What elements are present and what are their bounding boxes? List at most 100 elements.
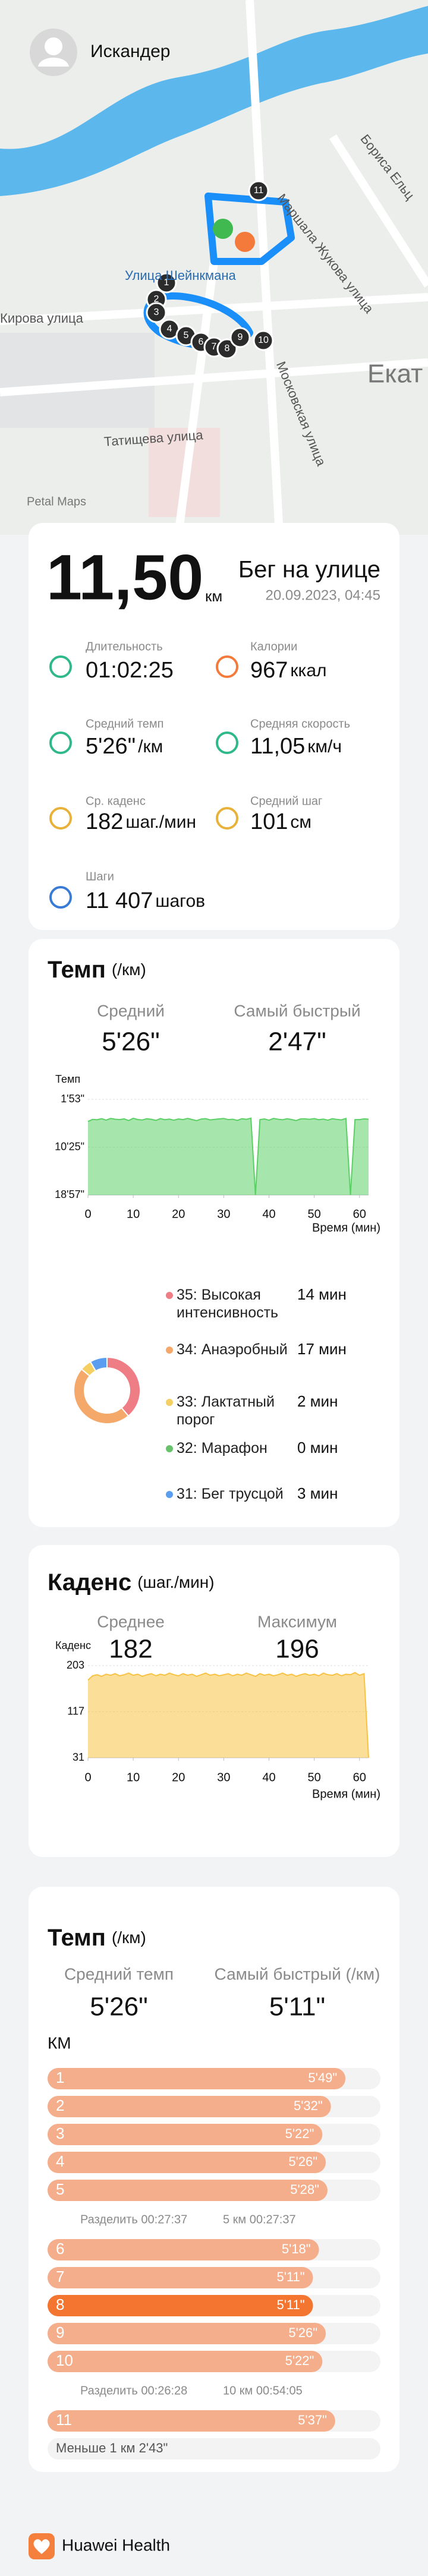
legend-dot	[166, 1399, 173, 1406]
category-label: 2	[56, 2096, 64, 2114]
legend-dot	[166, 1445, 173, 1452]
stat-unit: /км	[138, 737, 163, 756]
avatar-icon	[38, 58, 69, 67]
summary-label: Средний	[97, 1001, 165, 1020]
value-label: 0 мин	[297, 1439, 338, 1456]
bar	[48, 2180, 328, 2201]
x-tick-label: 20	[172, 1771, 185, 1784]
x-axis-label: Время (мин)	[312, 1787, 380, 1801]
stat-number: 11 407	[86, 888, 153, 913]
card-title-text: Темп	[48, 1925, 106, 1951]
y-axis-label: Темп	[55, 1073, 80, 1085]
card-title-unit: (шаг./мин)	[137, 1573, 214, 1591]
category-label: 7	[56, 2268, 64, 2285]
bar	[48, 2152, 326, 2173]
km-marker-label: 2	[154, 294, 159, 304]
km-marker	[248, 180, 269, 201]
category-label: 1	[56, 2069, 64, 2086]
user-name: Искандер	[90, 42, 170, 61]
legend-box: 31: Бег трусцой	[177, 1486, 284, 1502]
bar	[48, 2351, 323, 2372]
card-title-unit: (/км)	[112, 1928, 146, 1947]
summary-label: Самый быстрый	[234, 1001, 360, 1020]
split-label: Разделить 00:26:28	[80, 2384, 187, 2397]
km-marker	[156, 272, 177, 294]
x-tick-label: 40	[262, 1771, 275, 1784]
map-label: Кирова улица	[0, 311, 84, 326]
category-label: 3	[56, 2124, 64, 2142]
summary-label: Среднее	[97, 1612, 165, 1631]
legend-dot	[166, 1292, 173, 1299]
legend-label: 32: Марафон	[177, 1440, 268, 1456]
bar-track	[48, 2438, 380, 2460]
x-tick-label: 60	[353, 1771, 366, 1784]
summary-value: 5'26"	[102, 1027, 159, 1057]
app-name: Huawei Health	[62, 2536, 170, 2554]
stat-value: 5'26"/км	[86, 734, 163, 759]
category-label: 9	[56, 2323, 64, 2341]
stat-icon	[49, 886, 72, 909]
x-tick-label: 30	[217, 1771, 230, 1784]
x-tick-label: 10	[127, 1771, 140, 1784]
value-label: 5'28"	[290, 2182, 319, 2197]
stat-label: Длительность	[86, 640, 163, 653]
value-label: 5'49"	[308, 2070, 337, 2085]
activity-type: Бег на улице	[238, 557, 380, 583]
split-label: Разделить 00:27:37	[80, 2213, 187, 2226]
summary-value: 182	[109, 1635, 152, 1664]
stat-icon	[49, 655, 72, 678]
stat-label: Средняя скорость	[250, 717, 350, 730]
x-tick-label: 10	[127, 1207, 140, 1221]
km-markers: 12 34 56 7 89 10 11	[146, 180, 274, 360]
summary-value: 196	[275, 1635, 319, 1664]
summary-label: Максимум	[257, 1612, 337, 1631]
pace-card	[29, 939, 399, 1527]
stat-value: 11,05 км/ч	[250, 734, 342, 759]
x-tick-label: 50	[308, 1771, 321, 1784]
card-title: Темп (/км)	[48, 957, 146, 983]
split-total: 5 км 00:27:37	[223, 2213, 296, 2226]
stat-icon	[216, 807, 238, 830]
stat-unit: ккал	[290, 661, 326, 680]
stat-label: Калории	[250, 640, 297, 653]
stat-value: 101 см	[250, 809, 311, 834]
category-label: 11	[56, 2411, 72, 2429]
value-label: 5'32"	[294, 2098, 323, 2113]
line	[87, 1672, 369, 1758]
bar	[48, 2239, 319, 2260]
card-title: Каденс (шаг./мин)	[48, 1569, 215, 1596]
km-marker-label: 3	[154, 307, 159, 317]
stat-label: Ср. каденс	[86, 794, 146, 808]
km-marker-label: 1	[164, 278, 169, 288]
summary-value: 5'11"	[269, 1992, 325, 2022]
stat-label: Средний темп	[86, 717, 164, 730]
bar	[48, 2410, 335, 2432]
legend-box: 32: Марафон	[177, 1440, 268, 1456]
stat-number: 101	[250, 809, 288, 834]
stat-value: 967 ккал	[250, 658, 327, 683]
value-label: 5'26"	[288, 2154, 317, 2169]
x-tick-label: 40	[262, 1207, 275, 1221]
stat-label: Средний шаг	[250, 794, 322, 808]
map: 12 34 56 7 89 10 11 Улица Шейнкмана Кирова ули…	[0, 0, 428, 535]
x-tick-label: 50	[308, 1207, 321, 1221]
km-marker-label: 11	[254, 185, 264, 196]
y-tick-label: 18'57"	[55, 1188, 84, 1200]
stat-value: 11 407 шагов	[86, 888, 205, 913]
y-tick-label: 10'25"	[55, 1140, 84, 1152]
x-tick-label: 60	[353, 1207, 366, 1221]
stat-number: 967	[250, 658, 288, 683]
activity-date: 20.09.2023, 04:45	[265, 587, 380, 603]
legend-label: 31: Бег трусцой	[177, 1486, 284, 1502]
km-marker	[229, 327, 251, 348]
donut-segment	[73, 1368, 130, 1424]
km-marker-label: 8	[225, 343, 230, 354]
stat-value: 01:02:25	[86, 658, 174, 683]
finish-marker	[235, 232, 255, 252]
line	[87, 1117, 369, 1196]
y-tick-label: 1'53"	[61, 1093, 84, 1105]
km-marker-label: 5	[184, 330, 189, 340]
bar	[48, 2096, 331, 2117]
